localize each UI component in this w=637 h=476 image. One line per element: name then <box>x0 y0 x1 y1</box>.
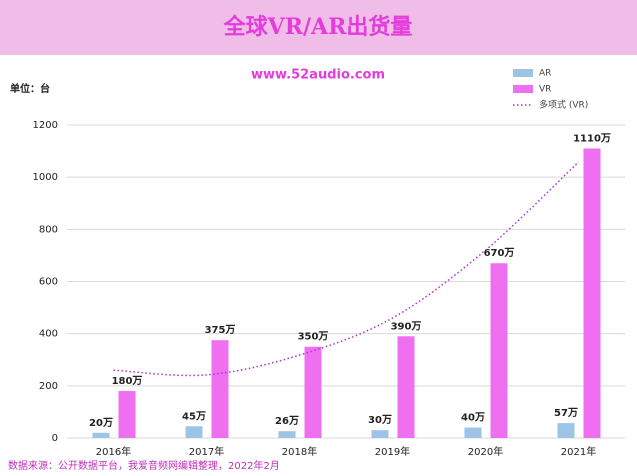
data-label: 375万 <box>205 324 236 336</box>
y-tick-label: 800 <box>39 224 58 235</box>
bar <box>397 336 415 438</box>
bar <box>557 423 575 438</box>
data-label: 670万 <box>484 247 515 259</box>
bar <box>118 391 136 438</box>
bar <box>583 148 601 438</box>
data-label: 180万 <box>112 375 143 387</box>
chart-title: 全球VR/AR出货量 <box>223 14 413 40</box>
data-label: 20万 <box>89 417 113 429</box>
y-tick-label: 0 <box>52 433 58 444</box>
data-label: 57万 <box>554 407 578 419</box>
legend-label: 多项式 (VR) <box>539 99 588 111</box>
bar <box>371 430 389 438</box>
data-label: 40万 <box>461 412 485 424</box>
header-band <box>0 0 637 55</box>
bar <box>278 431 296 438</box>
data-label: 1110万 <box>573 132 611 144</box>
subtitle: www.52audio.com <box>251 68 385 83</box>
bar <box>185 426 203 438</box>
legend-swatch <box>513 85 533 93</box>
data-label: 45万 <box>182 410 206 422</box>
y-tick-label: 1200 <box>33 120 58 131</box>
legend-label: VR <box>539 85 551 95</box>
x-tick-label: 2021年 <box>561 445 596 458</box>
bar <box>92 432 110 438</box>
x-tick-label: 2016年 <box>96 445 131 458</box>
data-label: 390万 <box>391 320 422 332</box>
y-tick-label: 200 <box>39 381 58 392</box>
y-tick-label: 1000 <box>33 172 58 183</box>
bar <box>304 346 322 438</box>
legend-swatch <box>513 69 533 77</box>
data-label: 30万 <box>368 414 392 426</box>
bar <box>490 263 508 438</box>
y-tick-label: 600 <box>39 277 58 288</box>
data-label: 26万 <box>275 415 299 427</box>
x-tick-label: 2018年 <box>282 445 317 458</box>
x-tick-label: 2019年 <box>375 445 410 458</box>
bar <box>464 427 482 438</box>
legend-label: AR <box>539 69 551 79</box>
bar <box>211 340 229 438</box>
x-tick-label: 2017年 <box>189 445 224 458</box>
trend-line <box>113 161 580 377</box>
source-note: 数据来源：公开数据平台，我爱音频网编辑整理，2022年2月 <box>8 459 280 472</box>
data-label: 350万 <box>298 331 329 343</box>
y-axis-label: 单位：台 <box>10 82 50 95</box>
y-tick-label: 400 <box>39 329 58 340</box>
x-tick-label: 2020年 <box>468 445 503 458</box>
